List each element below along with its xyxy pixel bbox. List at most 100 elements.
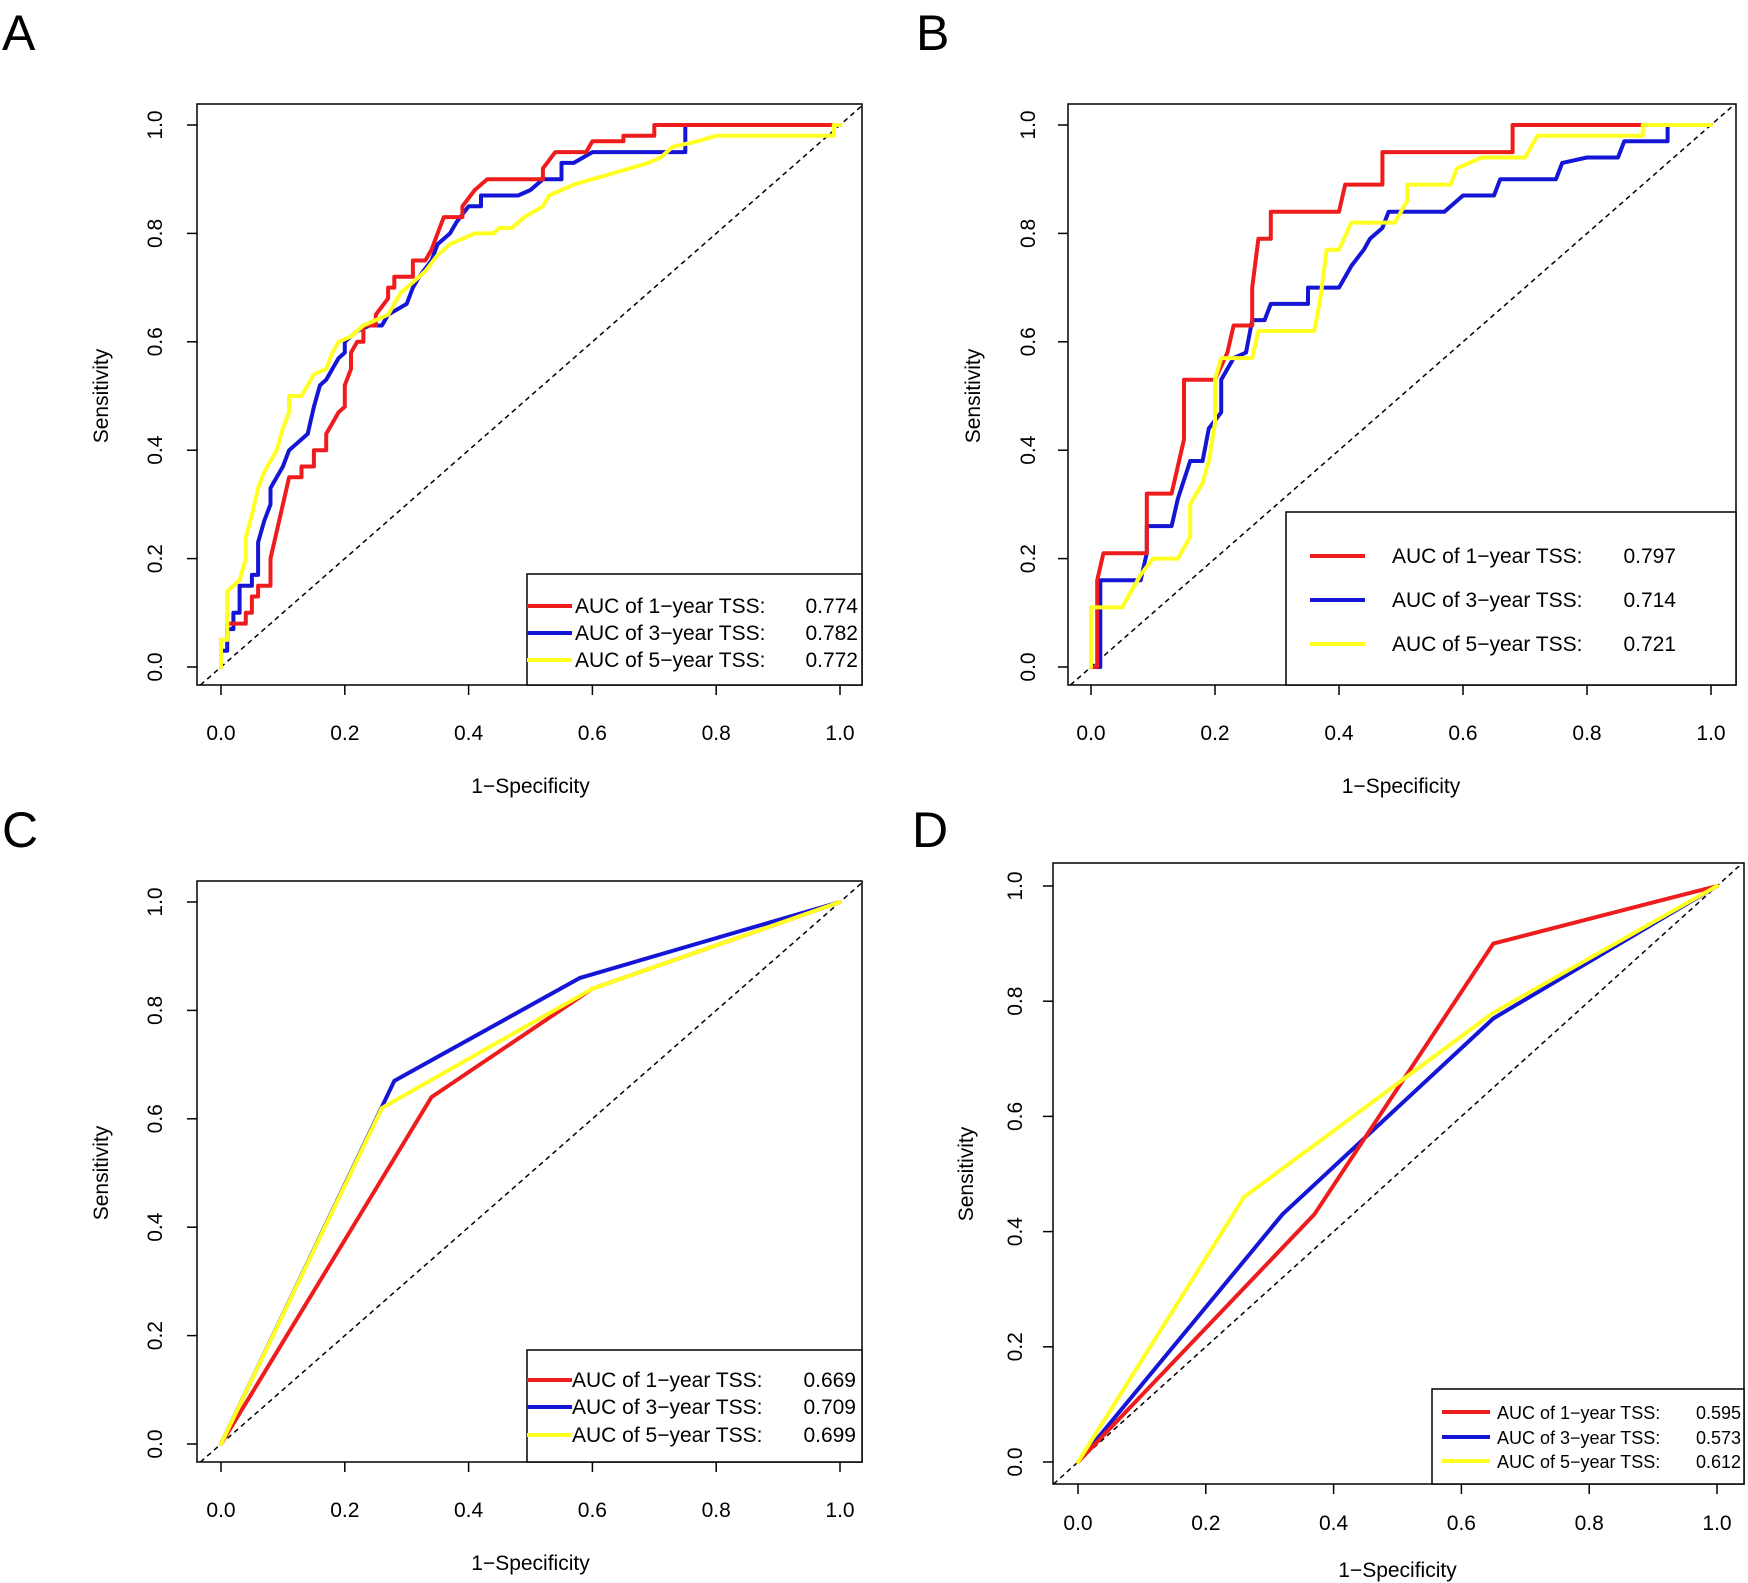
legend-auc-series-3: 0.721 (1623, 633, 1676, 656)
legend: AUC of 1−year TSS: 0.797 AUC of 3−year TSS… (1285, 511, 1737, 686)
x-tick-label: 0.0 (206, 1499, 235, 1522)
panel-letter: C (2, 802, 38, 858)
legend-auc-series-3: 0.699 (803, 1424, 856, 1447)
roc-curve-series-3 (1076, 884, 1719, 1464)
panel-letter: B (916, 5, 949, 61)
legend-label-series-3: AUC of 5−year TSS: (575, 649, 765, 672)
legend-auc-series-1: 0.797 (1623, 545, 1676, 568)
x-axis-label: 1−Specificity (1342, 775, 1461, 798)
x-tick-label: 0.4 (454, 1499, 484, 1522)
plot-frame (1052, 862, 1745, 1485)
y-tick-label: 0.2 (1004, 1332, 1027, 1361)
legend-auc-series-2: 0.573 (1696, 1428, 1741, 1448)
legend: AUC of 1−year TSS: 0.669 AUC of 3−year TSS… (526, 1349, 863, 1463)
legend-auc-series-3: 0.772 (805, 649, 858, 672)
x-tick-label: 0.0 (206, 722, 235, 745)
x-tick-label: 0.2 (330, 722, 359, 745)
y-tick-label: 0.4 (1004, 1217, 1027, 1247)
legend-auc-series-1: 0.774 (805, 595, 858, 618)
y-tick-label: 0.2 (144, 544, 167, 573)
y-tick-label: 0.6 (1017, 327, 1040, 356)
x-axis-label: 1−Specificity (471, 1552, 590, 1575)
y-axis-label: Sensitivity (962, 348, 985, 443)
y-tick-label: 0.8 (144, 996, 167, 1025)
diagonal-reference-line (199, 882, 863, 1463)
x-tick-label: 0.6 (1448, 722, 1477, 745)
y-tick-label: 0.0 (144, 1429, 167, 1458)
roc-curve-series-3 (219, 123, 842, 669)
y-tick-label: 0.0 (1017, 652, 1040, 681)
legend-box (526, 1349, 863, 1463)
y-tick-label: 0.6 (144, 327, 167, 356)
legend-label-series-2: AUC of 3−year TSS: (1392, 589, 1582, 612)
y-tick-label: 0.8 (1004, 987, 1027, 1016)
y-tick-label: 0.2 (1017, 544, 1040, 573)
legend-label-series-3: AUC of 5−year TSS: (1497, 1452, 1660, 1472)
x-tick-label: 0.4 (454, 722, 484, 745)
legend-label-series-1: AUC of 1−year TSS: (575, 595, 765, 618)
roc-curve-series-3 (219, 900, 842, 1446)
panel-letter: D (912, 802, 948, 858)
y-tick-label: 1.0 (144, 887, 167, 916)
x-axis-label: 1−Specificity (471, 775, 590, 798)
x-tick-label: 0.8 (702, 1499, 731, 1522)
x-tick-label: 1.0 (825, 722, 854, 745)
diagonal-reference-line (1069, 103, 1736, 686)
x-tick-label: 1.0 (1696, 722, 1725, 745)
roc-curve-series-2 (1089, 123, 1713, 669)
x-tick-label: 0.6 (578, 1499, 607, 1522)
y-tick-label: 0.4 (144, 435, 167, 465)
legend-label-series-3: AUC of 5−year TSS: (572, 1424, 762, 1447)
y-tick-label: 0.4 (1017, 435, 1040, 465)
y-tick-label: 1.0 (144, 110, 167, 139)
y-tick-label: 0.0 (1004, 1447, 1027, 1476)
y-axis-label: Sensitivity (90, 348, 113, 443)
x-tick-label: 0.2 (1200, 722, 1229, 745)
roc-curve-series-2 (1076, 884, 1719, 1464)
legend-label-series-1: AUC of 1−year TSS: (1497, 1403, 1660, 1423)
y-tick-label: 0.0 (144, 652, 167, 681)
panel-c: C 0.0 0.2 0.4 0.6 0.8 1.0 0.0 0.2 0.4 0.6 0.8 1.0 1−S… (2, 802, 863, 1575)
y-tick-label: 0.8 (1017, 219, 1040, 248)
roc-curve-series-3 (1089, 123, 1713, 669)
diagonal-reference-line (199, 105, 863, 686)
y-tick-label: 0.8 (144, 219, 167, 248)
x-tick-label: 1.0 (825, 1499, 854, 1522)
y-tick-label: 0.6 (144, 1104, 167, 1133)
legend-label-series-2: AUC of 3−year TSS: (572, 1396, 762, 1419)
x-tick-label: 1.0 (1702, 1512, 1731, 1535)
legend: AUC of 1−year TSS: 0.774 AUC of 3−year TSS… (526, 573, 863, 686)
y-tick-label: 0.4 (144, 1212, 167, 1242)
roc-curve-series-2 (219, 123, 842, 669)
legend-auc-series-3: 0.612 (1696, 1452, 1741, 1472)
y-tick-label: 1.0 (1017, 110, 1040, 139)
roc-curve-series-1 (219, 123, 842, 669)
diagonal-reference-line (1053, 862, 1744, 1485)
legend-auc-series-2: 0.714 (1623, 589, 1676, 612)
legend-label-series-2: AUC of 3−year TSS: (575, 622, 765, 645)
x-tick-label: 0.8 (1575, 1512, 1604, 1535)
legend-box (526, 573, 863, 686)
panel-b: B 0.0 0.2 0.4 0.6 0.8 1.0 0.0 0.2 0.4 0.6 0.8 1.0 1−S… (916, 5, 1737, 798)
y-tick-label: 1.0 (1004, 871, 1027, 900)
x-tick-label: 0.0 (1063, 1512, 1092, 1535)
y-tick-label: 0.6 (1004, 1102, 1027, 1131)
x-tick-label: 0.4 (1324, 722, 1354, 745)
x-tick-label: 0.0 (1076, 722, 1105, 745)
legend-label-series-1: AUC of 1−year TSS: (1392, 545, 1582, 568)
legend-label-series-3: AUC of 5−year TSS: (1392, 633, 1582, 656)
panel-a: A 0.0 0.2 0.4 0.6 0.8 1.0 0.0 0.2 0.4 0.6 0.8 1.0 1−S… (2, 5, 863, 798)
x-tick-label: 0.8 (1572, 722, 1601, 745)
x-tick-label: 0.8 (702, 722, 731, 745)
y-tick-label: 0.2 (144, 1321, 167, 1350)
x-tick-label: 0.6 (578, 722, 607, 745)
roc-curve-series-1 (1089, 123, 1713, 669)
x-tick-label: 0.2 (1191, 1512, 1220, 1535)
panel-letter: A (2, 5, 36, 61)
legend-label-series-2: AUC of 3−year TSS: (1497, 1428, 1660, 1448)
legend-auc-series-2: 0.782 (805, 622, 858, 645)
panel-d: D 0.0 0.2 0.4 0.6 0.8 1.0 0.0 0.2 0.4 0.6 0.8 1.0 1−S… (912, 802, 1745, 1582)
x-tick-label: 0.6 (1447, 1512, 1476, 1535)
legend-label-series-1: AUC of 1−year TSS: (572, 1369, 762, 1392)
